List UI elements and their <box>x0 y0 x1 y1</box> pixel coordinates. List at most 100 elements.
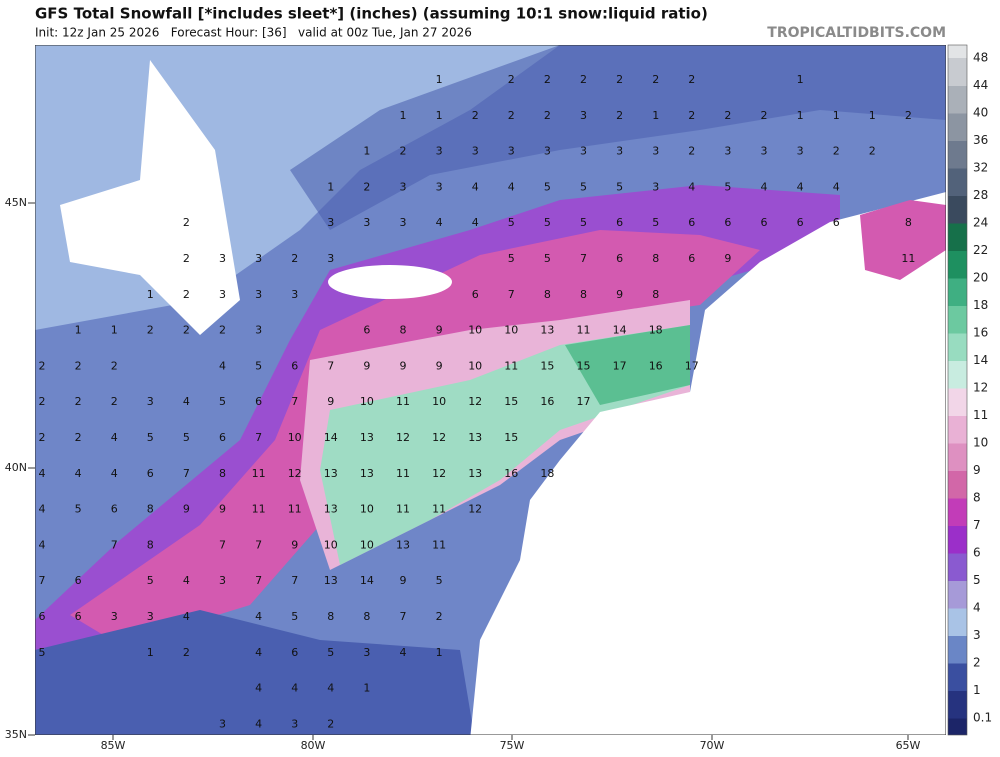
snow-value: 4 <box>797 180 804 193</box>
snow-value: 2 <box>688 145 695 158</box>
snow-value: 3 <box>219 288 226 301</box>
colorbar-label: 40 <box>973 106 988 120</box>
colorbar-bottom <box>948 718 967 735</box>
snow-value: 14 <box>360 574 374 587</box>
snow-value: 4 <box>508 180 515 193</box>
snow-value: 5 <box>544 252 551 265</box>
lake-michigan-region <box>60 60 240 335</box>
snow-value: 4 <box>472 180 479 193</box>
snow-value: 5 <box>147 431 154 444</box>
snow-value: 10 <box>504 324 518 337</box>
snow-value: 9 <box>436 324 443 337</box>
snow-value: 2 <box>761 109 768 122</box>
snow-value: 8 <box>147 503 154 516</box>
colorbar-segment <box>948 113 967 141</box>
snow-value: 1 <box>363 682 370 695</box>
colorbar-label: 14 <box>973 353 988 367</box>
snow-value: 6 <box>111 503 118 516</box>
snow-value: 3 <box>255 324 262 337</box>
colorbar-segment <box>948 305 967 334</box>
snow-value: 2 <box>39 395 46 408</box>
colorbar-segment <box>948 498 967 526</box>
snow-value: 4 <box>183 574 190 587</box>
snow-value: 7 <box>255 431 262 444</box>
snow-value: 2 <box>472 109 479 122</box>
colorbar-label: 4 <box>973 601 981 615</box>
colorbar-segment <box>948 580 967 609</box>
snow-value: 3 <box>291 288 298 301</box>
colorbar-label: 10 <box>973 436 988 450</box>
colorbar-segment <box>948 608 967 636</box>
lat-label: 40N <box>5 461 27 474</box>
snow-value: 2 <box>688 109 695 122</box>
snow-value: 5 <box>75 503 82 516</box>
snow-value: 9 <box>400 359 407 372</box>
snow-value: 2 <box>436 610 443 623</box>
snow-value: 11 <box>396 395 410 408</box>
colorbar-label: 7 <box>973 518 981 532</box>
snow-value: 18 <box>540 467 554 480</box>
snow-value: 17 <box>685 359 699 372</box>
snow-value: 2 <box>327 717 334 730</box>
ocean <box>470 192 946 735</box>
colorbar-label: 0.1 <box>973 711 992 725</box>
snow-value: 7 <box>291 574 298 587</box>
pink-band <box>70 230 760 645</box>
snow-value: 4 <box>833 180 840 193</box>
snow-value: 2 <box>75 395 82 408</box>
snow-value: 3 <box>255 288 262 301</box>
map-labels: 1 2 2 2 2 2 2 11 1 2 2 2 3 2 1 2 2 2 1 1 1 21 2 3 3 3 3 3 3 3 2 3 3 3 2 21 2… <box>39 73 916 730</box>
snow-value: 8 <box>327 610 334 623</box>
snow-value: 11 <box>288 503 302 516</box>
snow-value: 9 <box>724 252 731 265</box>
snow-value: 4 <box>472 216 479 229</box>
snow-value: 1 <box>797 109 804 122</box>
colorbar-label: 28 <box>973 188 988 202</box>
snow-value: 5 <box>39 646 46 659</box>
snow-value: 10 <box>432 395 446 408</box>
colorbar-segment <box>948 663 967 691</box>
snow-value: 11 <box>432 503 446 516</box>
snow-value: 15 <box>504 431 518 444</box>
snow-value: 2 <box>111 395 118 408</box>
snow-value: 3 <box>291 717 298 730</box>
snow-value: 1 <box>400 109 407 122</box>
colorbar-label: 44 <box>973 78 988 92</box>
snow-value: 6 <box>833 216 840 229</box>
snow-value: 2 <box>544 109 551 122</box>
colorbar-label: 32 <box>973 161 988 175</box>
snow-value: 4 <box>219 359 226 372</box>
snow-value: 2 <box>219 324 226 337</box>
colorbar-label: 24 <box>973 216 988 230</box>
snow-value: 7 <box>400 610 407 623</box>
snow-value: 3 <box>400 216 407 229</box>
colorbar-segment <box>948 333 967 361</box>
axes: 45N 40N 35N 85W 80W 75W 70W 65W <box>5 196 921 752</box>
snow-value: 2 <box>652 73 659 86</box>
colorbar: 0.11234567891011121416182022242832364044… <box>947 44 992 736</box>
snow-value: 10 <box>468 359 482 372</box>
snow-value: 2 <box>869 145 876 158</box>
snow-value: 1 <box>436 109 443 122</box>
snow-value: 6 <box>291 359 298 372</box>
snow-value: 3 <box>219 252 226 265</box>
colorbar-frame <box>947 44 968 736</box>
snow-value: 9 <box>400 574 407 587</box>
subtitle: Init: 12z Jan 25 2026 Forecast Hour: [36… <box>35 26 472 40</box>
snow-value: 5 <box>544 216 551 229</box>
snow-value: 9 <box>183 503 190 516</box>
lon-label: 65W <box>896 739 921 752</box>
snow-value: 12 <box>396 431 410 444</box>
snow-value: 3 <box>761 145 768 158</box>
snow-value: 13 <box>360 467 374 480</box>
snow-value: 2 <box>75 359 82 372</box>
snow-value: 4 <box>688 180 695 193</box>
snow-value: 8 <box>652 288 659 301</box>
snow-value: 7 <box>111 538 118 551</box>
snow-value: 1 <box>436 646 443 659</box>
colorbar-segment <box>948 223 967 251</box>
snow-value: 15 <box>540 359 554 372</box>
colorbar-segment <box>948 470 967 499</box>
snow-value: 11 <box>396 503 410 516</box>
